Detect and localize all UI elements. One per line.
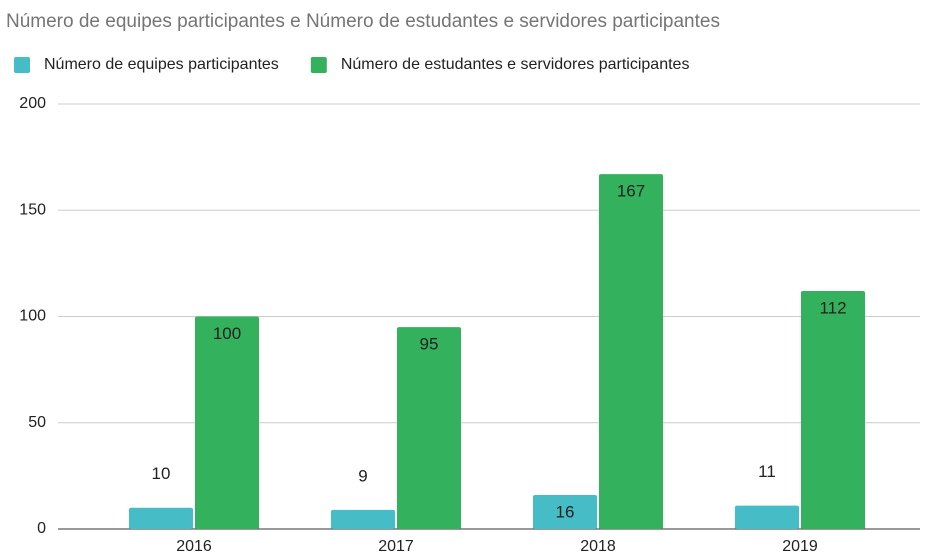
bar (129, 507, 193, 529)
data-label: 9 (358, 466, 367, 485)
x-tick-label: 2016 (176, 538, 212, 555)
bar (397, 327, 461, 529)
bar (599, 174, 663, 529)
y-tick-label: 150 (19, 201, 46, 218)
chart-title: Número de equipes participantes e Número… (6, 11, 720, 32)
x-tick-label: 2019 (782, 538, 818, 555)
bar (533, 495, 597, 529)
data-label: 100 (213, 324, 241, 343)
data-label: 95 (420, 335, 439, 354)
bar (735, 505, 799, 529)
bar (331, 509, 395, 529)
data-label: 112 (819, 298, 846, 317)
data-label: 16 (556, 502, 575, 521)
x-tick-label: 2018 (580, 538, 616, 555)
data-label: 167 (617, 182, 645, 201)
y-tick-label: 0 (37, 520, 46, 537)
legend-label: Número de equipes participantes (44, 56, 279, 73)
data-label: 10 (152, 464, 171, 483)
bar (801, 291, 865, 529)
legend-swatch (14, 57, 30, 73)
legend-swatch (310, 57, 327, 73)
y-tick-label: 200 (19, 95, 46, 112)
y-tick-label: 100 (19, 308, 46, 325)
bar (195, 316, 259, 529)
y-tick-label: 50 (28, 414, 46, 431)
legend-label: Número de estudantes e servidores partic… (341, 56, 690, 73)
data-label: 11 (758, 462, 776, 481)
x-tick-label: 2017 (378, 538, 414, 555)
